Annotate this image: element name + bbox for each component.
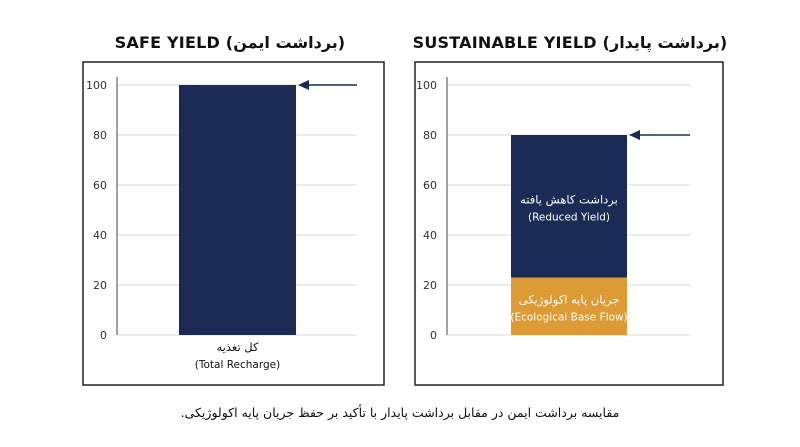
safe-yield-title: SAFE YIELD (برداشت ایمن) — [114, 33, 346, 52]
safe-ytick-0: 0 — [100, 329, 107, 342]
sustainable-bar-1 — [511, 277, 627, 335]
safe-category-label-fa: کل تغذیه — [217, 340, 260, 354]
sustainable-bar-1-label-en: (Ecological Base Flow) — [510, 311, 627, 323]
safe-ytick-40: 40 — [93, 229, 107, 242]
sustainable-bar-2-label-en: (Reduced Yield) — [528, 211, 610, 223]
sustainable-chart-frame — [414, 61, 724, 386]
safe-ytick-80: 80 — [93, 129, 107, 142]
sustainable-ytick-0: 0 — [430, 329, 437, 342]
sustainable-ytick-20: 20 — [423, 279, 437, 292]
sustainable-ytick-40: 40 — [423, 229, 437, 242]
safe-chart-frame — [82, 61, 385, 386]
safe-arrow-head — [298, 80, 309, 90]
sustainable-ytick-60: 60 — [423, 179, 437, 192]
safe-bar-1 — [179, 85, 296, 335]
sustainable-ytick-80: 80 — [423, 129, 437, 142]
safe-ytick-100: 100 — [86, 79, 107, 92]
sustainable-arrow-head — [629, 130, 640, 140]
safe-ytick-20: 20 — [93, 279, 107, 292]
sustainable-ytick-100: 100 — [416, 79, 437, 92]
safe-category-label-en: (Total Recharge) — [195, 359, 280, 371]
sustainable-yield-title: SUSTAINABLE YIELD (برداشت پایدار) — [412, 33, 728, 52]
sustainable-bar-2 — [511, 135, 627, 278]
figure-caption: مقایسه برداشت ایمن در مقابل برداشت پایدا… — [180, 405, 620, 420]
safe-ytick-60: 60 — [93, 179, 107, 192]
sustainable-bar-1-label-fa: جریان پایه اکولوژیکی — [519, 292, 620, 307]
sustainable-bar-2-label-fa: برداشت کاهش یافته — [520, 192, 618, 207]
